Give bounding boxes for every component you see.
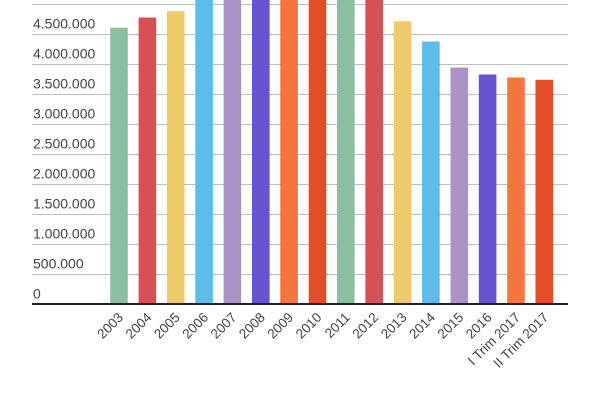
- svg-text:3.500.000: 3.500.000: [33, 76, 95, 92]
- svg-text:1.500.000: 1.500.000: [33, 196, 95, 212]
- svg-text:2011: 2011: [322, 310, 353, 341]
- svg-text:2012: 2012: [349, 310, 381, 342]
- svg-text:2010: 2010: [293, 310, 325, 342]
- svg-text:2014: 2014: [406, 309, 438, 341]
- svg-text:2007: 2007: [208, 310, 240, 342]
- svg-text:2009: 2009: [264, 310, 296, 342]
- svg-text:1.000.000: 1.000.000: [33, 226, 95, 242]
- svg-text:2013: 2013: [378, 310, 410, 342]
- svg-text:2015: 2015: [435, 310, 467, 342]
- svg-text:3.000.000: 3.000.000: [33, 106, 95, 122]
- svg-text:4.000.000: 4.000.000: [33, 46, 95, 62]
- svg-text:2005: 2005: [151, 310, 183, 342]
- svg-text:2006: 2006: [179, 310, 211, 342]
- svg-text:4.500.000: 4.500.000: [33, 16, 95, 32]
- svg-text:2.500.000: 2.500.000: [33, 136, 95, 152]
- svg-text:0: 0: [33, 286, 41, 302]
- svg-text:2008: 2008: [236, 310, 268, 342]
- svg-text:2003: 2003: [94, 310, 126, 342]
- svg-text:2004: 2004: [123, 309, 155, 341]
- svg-text:2.000.000: 2.000.000: [33, 166, 95, 182]
- svg-text:500.000: 500.000: [33, 256, 84, 272]
